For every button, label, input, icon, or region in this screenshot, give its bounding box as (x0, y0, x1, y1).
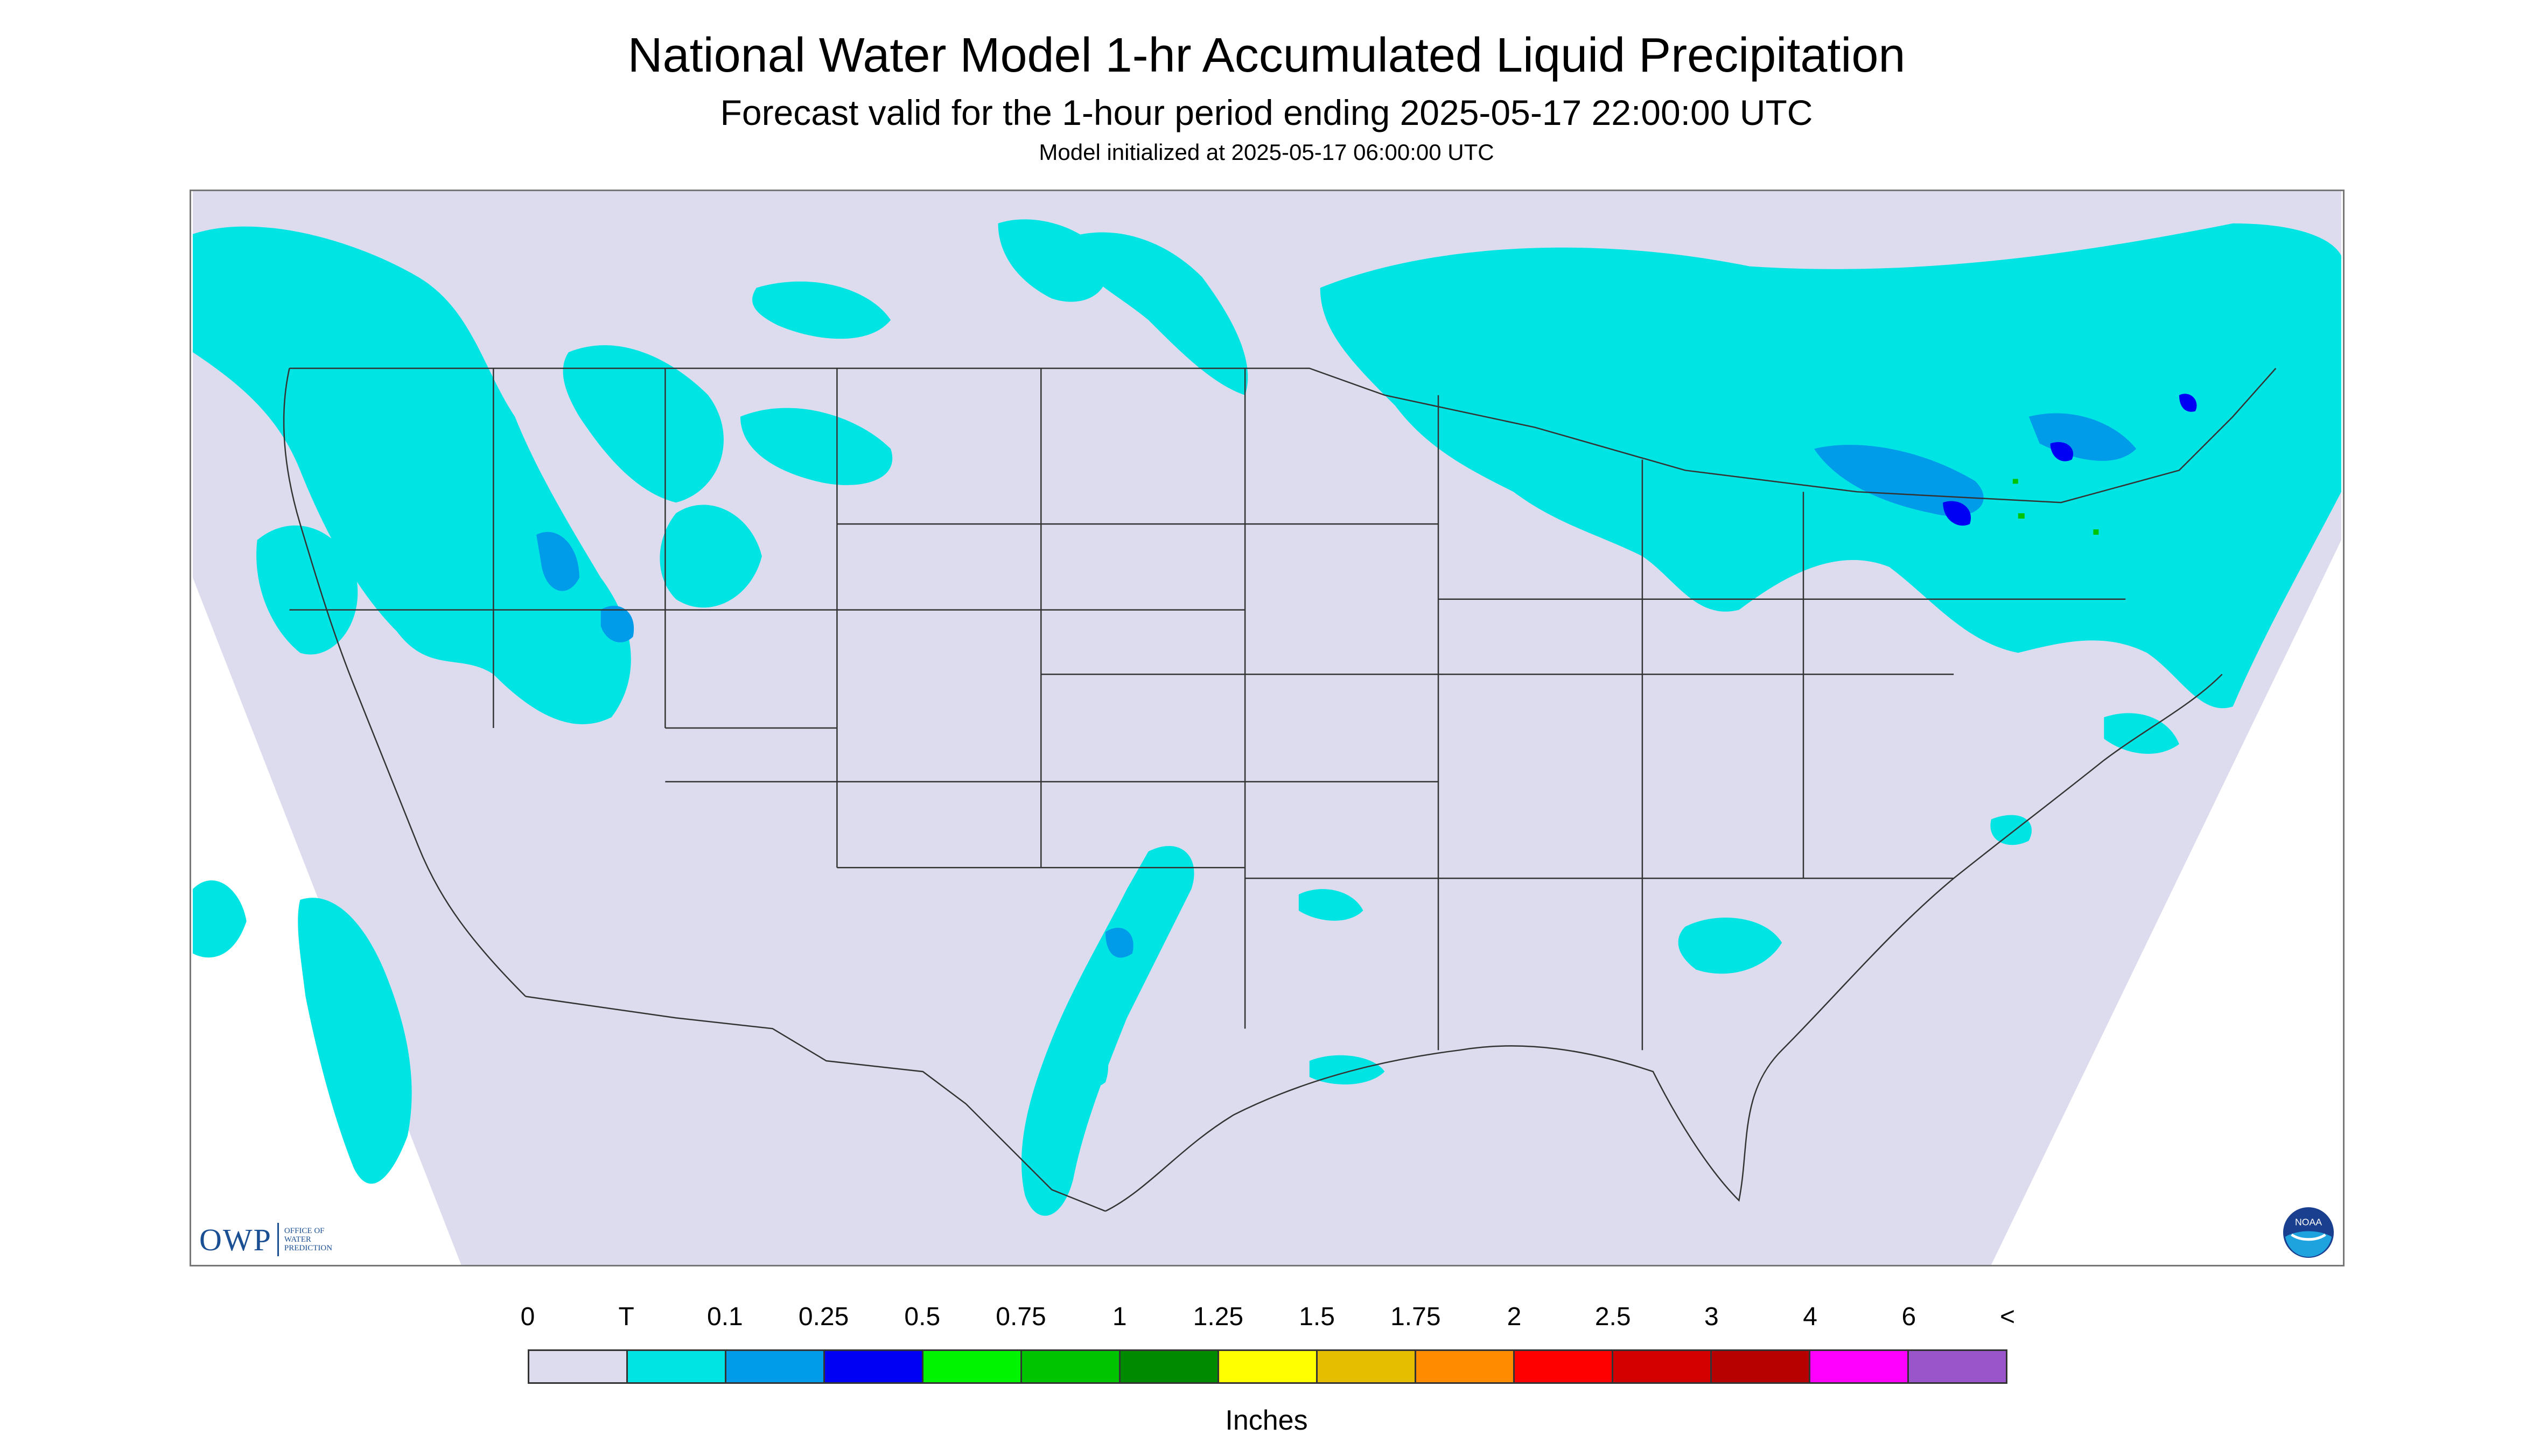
precip-heavy-cells (2012, 479, 2099, 535)
owp-text-line-2: WATER (284, 1235, 311, 1244)
legend-swatch (1515, 1351, 1613, 1382)
legend-tick-label: 6 (1901, 1303, 1916, 1331)
forecast-valid-subtitle: Forecast valid for the 1-hour period end… (720, 93, 1813, 132)
owp-text-block: OFFICE OF WATER PREDICTION (284, 1227, 332, 1252)
precip-moderate-cells (1943, 394, 2197, 526)
legend-swatch (1613, 1351, 1712, 1382)
legend-tick-label: 0.5 (904, 1303, 941, 1331)
noaa-logo-icon: NOAA (2283, 1207, 2334, 1258)
boundaries (283, 367, 2277, 1212)
legend-tick-label: 0.75 (996, 1303, 1046, 1331)
legend-tick-label: 0.25 (798, 1303, 849, 1331)
legend-tick-label: < (1999, 1303, 2016, 1331)
legend-swatch (1219, 1351, 1318, 1382)
map-title: National Water Model 1-hr Accumulated Li… (627, 29, 1906, 82)
legend-swatch (1416, 1351, 1515, 1382)
legend-swatch (1121, 1351, 1219, 1382)
legend-tick-label: 0.1 (707, 1303, 743, 1331)
legend-swatch (1909, 1351, 2006, 1382)
model-init-line: Model initialized at 2025-05-17 06:00:00… (1039, 139, 1494, 165)
legend-swatch (726, 1351, 825, 1382)
legend-tick-label: T (618, 1303, 634, 1331)
legend-tick-label: 1.5 (1299, 1303, 1335, 1331)
legend-swatch (825, 1351, 923, 1382)
owp-text-line-3: PREDICTION (284, 1244, 333, 1252)
legend-swatch (1318, 1351, 1416, 1382)
legend-tick-label: 2.5 (1594, 1303, 1631, 1331)
legend-swatch (1712, 1351, 1810, 1382)
precipitation-map (190, 190, 2345, 1266)
map-svg (193, 191, 2341, 1265)
legend-tick-label: 2 (1507, 1303, 1522, 1331)
legend-swatch (923, 1351, 1022, 1382)
owp-logo: OWP OFFICE OF WATER PREDICTION (199, 1222, 332, 1257)
legend-swatch (529, 1351, 628, 1382)
legend-units: Inches (1225, 1405, 1308, 1436)
legend-tick-label: 1.75 (1390, 1303, 1441, 1331)
owp-mark: OWP (199, 1222, 272, 1257)
noaa-logo-gull (2291, 1233, 2326, 1241)
legend-tick-label: 4 (1803, 1303, 1817, 1331)
legend-color-bar (528, 1349, 2007, 1384)
legend-swatch (1022, 1351, 1121, 1382)
legend-tick-label: 1.25 (1193, 1303, 1244, 1331)
legend-swatch (628, 1351, 726, 1382)
legend-tick-label: 1 (1112, 1303, 1127, 1331)
legend-tick-label: 3 (1704, 1303, 1719, 1331)
owp-text-line-1: OFFICE OF (284, 1227, 325, 1235)
noaa-logo-text: NOAA (2295, 1216, 2322, 1227)
legend-tick-label: 0 (520, 1303, 535, 1331)
owp-separator (277, 1223, 279, 1256)
legend-swatch (1810, 1351, 1909, 1382)
